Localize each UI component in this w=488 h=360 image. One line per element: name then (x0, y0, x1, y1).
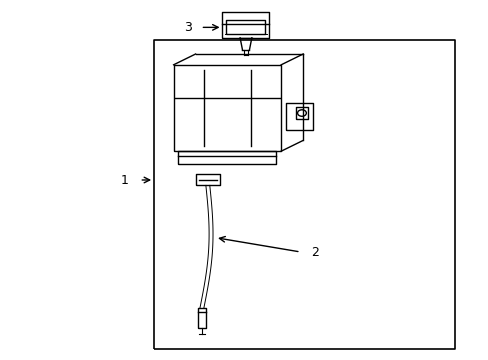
Text: 3: 3 (184, 21, 192, 34)
Text: 1: 1 (121, 174, 128, 186)
Text: 2: 2 (311, 246, 319, 258)
